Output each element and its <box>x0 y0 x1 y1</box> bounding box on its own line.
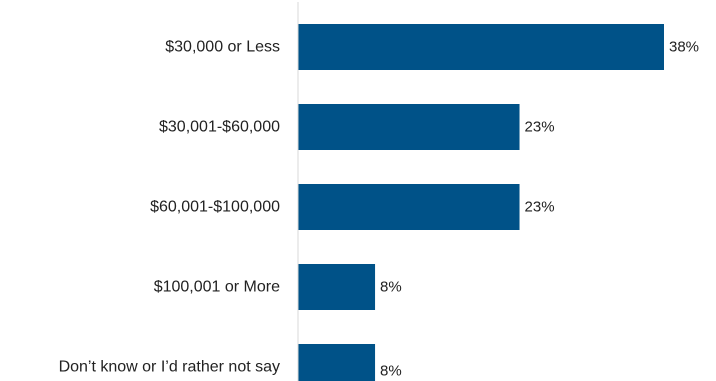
category-label-2: $60,001-$100,000 <box>150 199 280 216</box>
category-label-4: Don’t know or I’d rather not say <box>59 359 280 376</box>
bar-1 <box>298 104 520 150</box>
bar-4 <box>298 344 376 381</box>
category-labels-group: $30,000 or Less $30,001-$60,000 $60,001-$1… <box>59 39 281 376</box>
data-labels-group: 38% 23% 23% 8% 8% <box>380 39 699 380</box>
data-label-4: 8% <box>380 363 402 380</box>
category-label-0: $30,000 or Less <box>165 39 280 56</box>
bars-group <box>298 24 664 381</box>
data-label-0: 38% <box>669 39 699 56</box>
category-label-1: $30,001-$60,000 <box>159 119 280 136</box>
data-label-1: 23% <box>525 119 555 136</box>
bar-0 <box>298 24 664 70</box>
data-label-3: 8% <box>380 279 402 296</box>
category-label-3: $100,001 or More <box>154 279 280 296</box>
bar-2 <box>298 184 520 230</box>
data-label-2: 23% <box>525 199 555 216</box>
bar-3 <box>298 264 376 310</box>
